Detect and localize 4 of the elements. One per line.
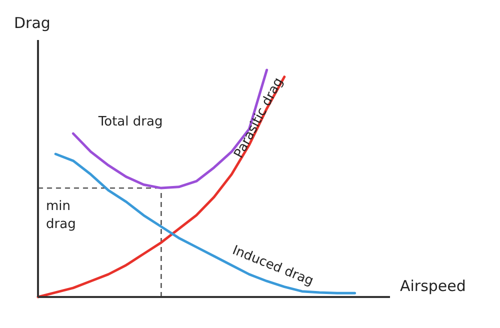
x-axis-title: Airspeed xyxy=(400,277,466,295)
y-axis-title: Drag xyxy=(14,14,50,32)
annotation: min drag xyxy=(46,199,76,232)
series-label: Total drag xyxy=(97,114,163,130)
